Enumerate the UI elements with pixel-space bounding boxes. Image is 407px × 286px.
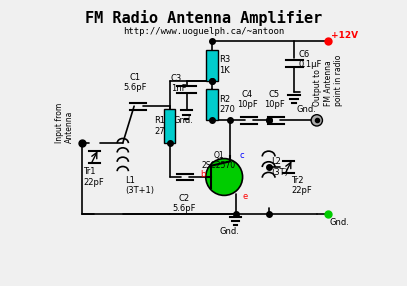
Text: b: b	[200, 170, 206, 179]
Text: Output to
FM Antenna
point in radio: Output to FM Antenna point in radio	[313, 55, 343, 106]
Bar	[206, 89, 219, 120]
Text: C1
5.6pF: C1 5.6pF	[124, 73, 147, 92]
Bar	[164, 109, 175, 143]
Text: Gnd.: Gnd.	[330, 218, 349, 227]
Text: R1
27K: R1 27K	[154, 116, 170, 136]
Text: C6
0.1μF: C6 0.1μF	[298, 50, 322, 69]
Text: Input from
Antenna: Input from Antenna	[55, 103, 74, 143]
Text: L2
(3T): L2 (3T)	[271, 157, 288, 177]
Text: C3
1nF: C3 1nF	[171, 74, 186, 93]
Text: R3
1K: R3 1K	[219, 55, 230, 75]
Text: Gnd.: Gnd.	[220, 227, 240, 236]
Text: +12V: +12V	[331, 31, 358, 40]
Text: http://www.uoguelph.ca/~antoon: http://www.uoguelph.ca/~antoon	[123, 27, 284, 36]
Text: Gnd.: Gnd.	[297, 104, 317, 114]
Text: FM Radio Antenna Amplifier: FM Radio Antenna Amplifier	[85, 10, 322, 26]
Text: Tr2
22pF: Tr2 22pF	[291, 176, 312, 195]
Text: R2
270: R2 270	[219, 95, 235, 114]
Bar	[206, 49, 219, 81]
Circle shape	[206, 158, 243, 195]
Text: C4
10pF: C4 10pF	[237, 90, 258, 109]
Text: C2
5.6pF: C2 5.6pF	[172, 194, 195, 213]
Text: e: e	[243, 192, 248, 201]
Text: Gnd.: Gnd.	[174, 116, 194, 125]
Text: L1
(3T+1): L1 (3T+1)	[126, 176, 155, 195]
Text: Tr1
22pF: Tr1 22pF	[83, 167, 104, 187]
Circle shape	[311, 115, 322, 126]
Text: C5
10pF: C5 10pF	[264, 90, 284, 109]
Text: Q1
2SC2570: Q1 2SC2570	[201, 150, 236, 170]
Text: c: c	[240, 151, 244, 160]
